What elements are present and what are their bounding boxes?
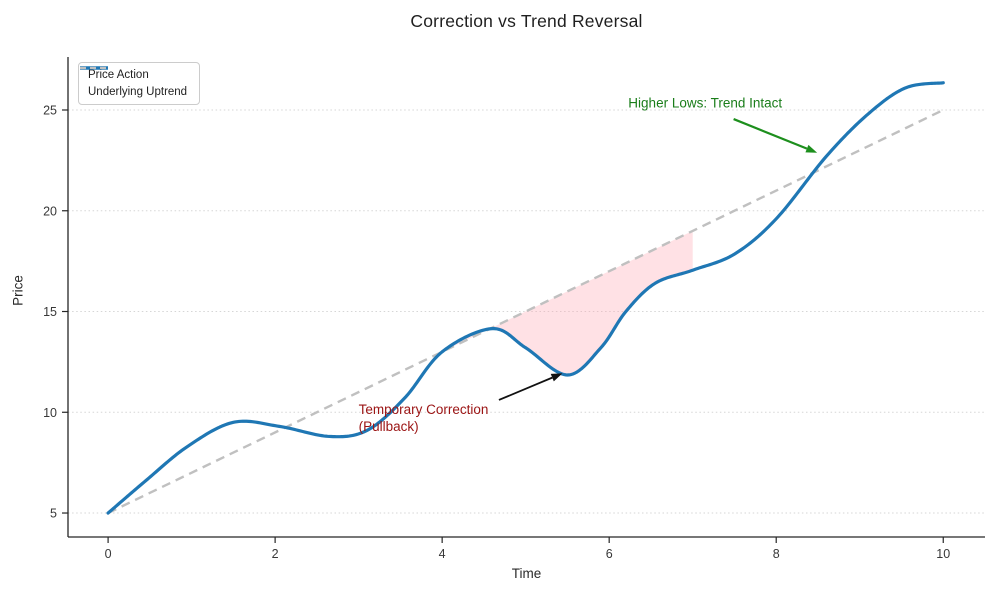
correction-arrow-line <box>498 376 553 401</box>
higher-lows-arrow-head <box>805 144 818 153</box>
y-tick-label: 15 <box>43 305 57 319</box>
legend: Price Action Underlying Uptrend <box>78 62 201 105</box>
higher-lows-arrow-line <box>733 118 808 150</box>
legend-label: Underlying Uptrend <box>88 86 188 98</box>
y-axis-label: Price <box>10 275 26 306</box>
legend-item: Underlying Uptrend <box>80 66 188 98</box>
x-tick-label: 4 <box>439 547 446 561</box>
x-tick-label: 2 <box>272 547 279 561</box>
annotation-higher-lows-text: Higher Lows: Trend Intact <box>628 95 783 111</box>
x-axis-label: Time <box>511 566 542 581</box>
correction-arrow-head <box>550 373 563 382</box>
x-tick-label: 10 <box>936 547 950 561</box>
annotation-correction-text: Temporary Correction <box>358 402 489 418</box>
y-tick-label: 20 <box>43 204 57 218</box>
y-tick-label: 5 <box>50 507 57 521</box>
trend-line <box>107 108 944 515</box>
y-tick-label: 25 <box>43 103 57 117</box>
x-tick-label: 6 <box>606 547 613 561</box>
annotation-correction: Temporary Correction (Pullback) <box>359 401 489 436</box>
dashed-line-swatch-icon <box>80 66 108 70</box>
annotation-higher-lows: Higher Lows: Trend Intact <box>628 94 782 111</box>
price-action-line <box>106 81 945 515</box>
legend-label: Price Action <box>88 69 149 81</box>
annotation-correction-text: (Pullback) <box>358 419 419 435</box>
correction-fill-region <box>442 230 693 375</box>
chart-title: Correction vs Trend Reversal <box>410 11 643 31</box>
x-tick-label: 0 <box>105 547 112 561</box>
y-tick-label: 10 <box>43 406 57 420</box>
x-tick-label: 8 <box>773 547 780 561</box>
